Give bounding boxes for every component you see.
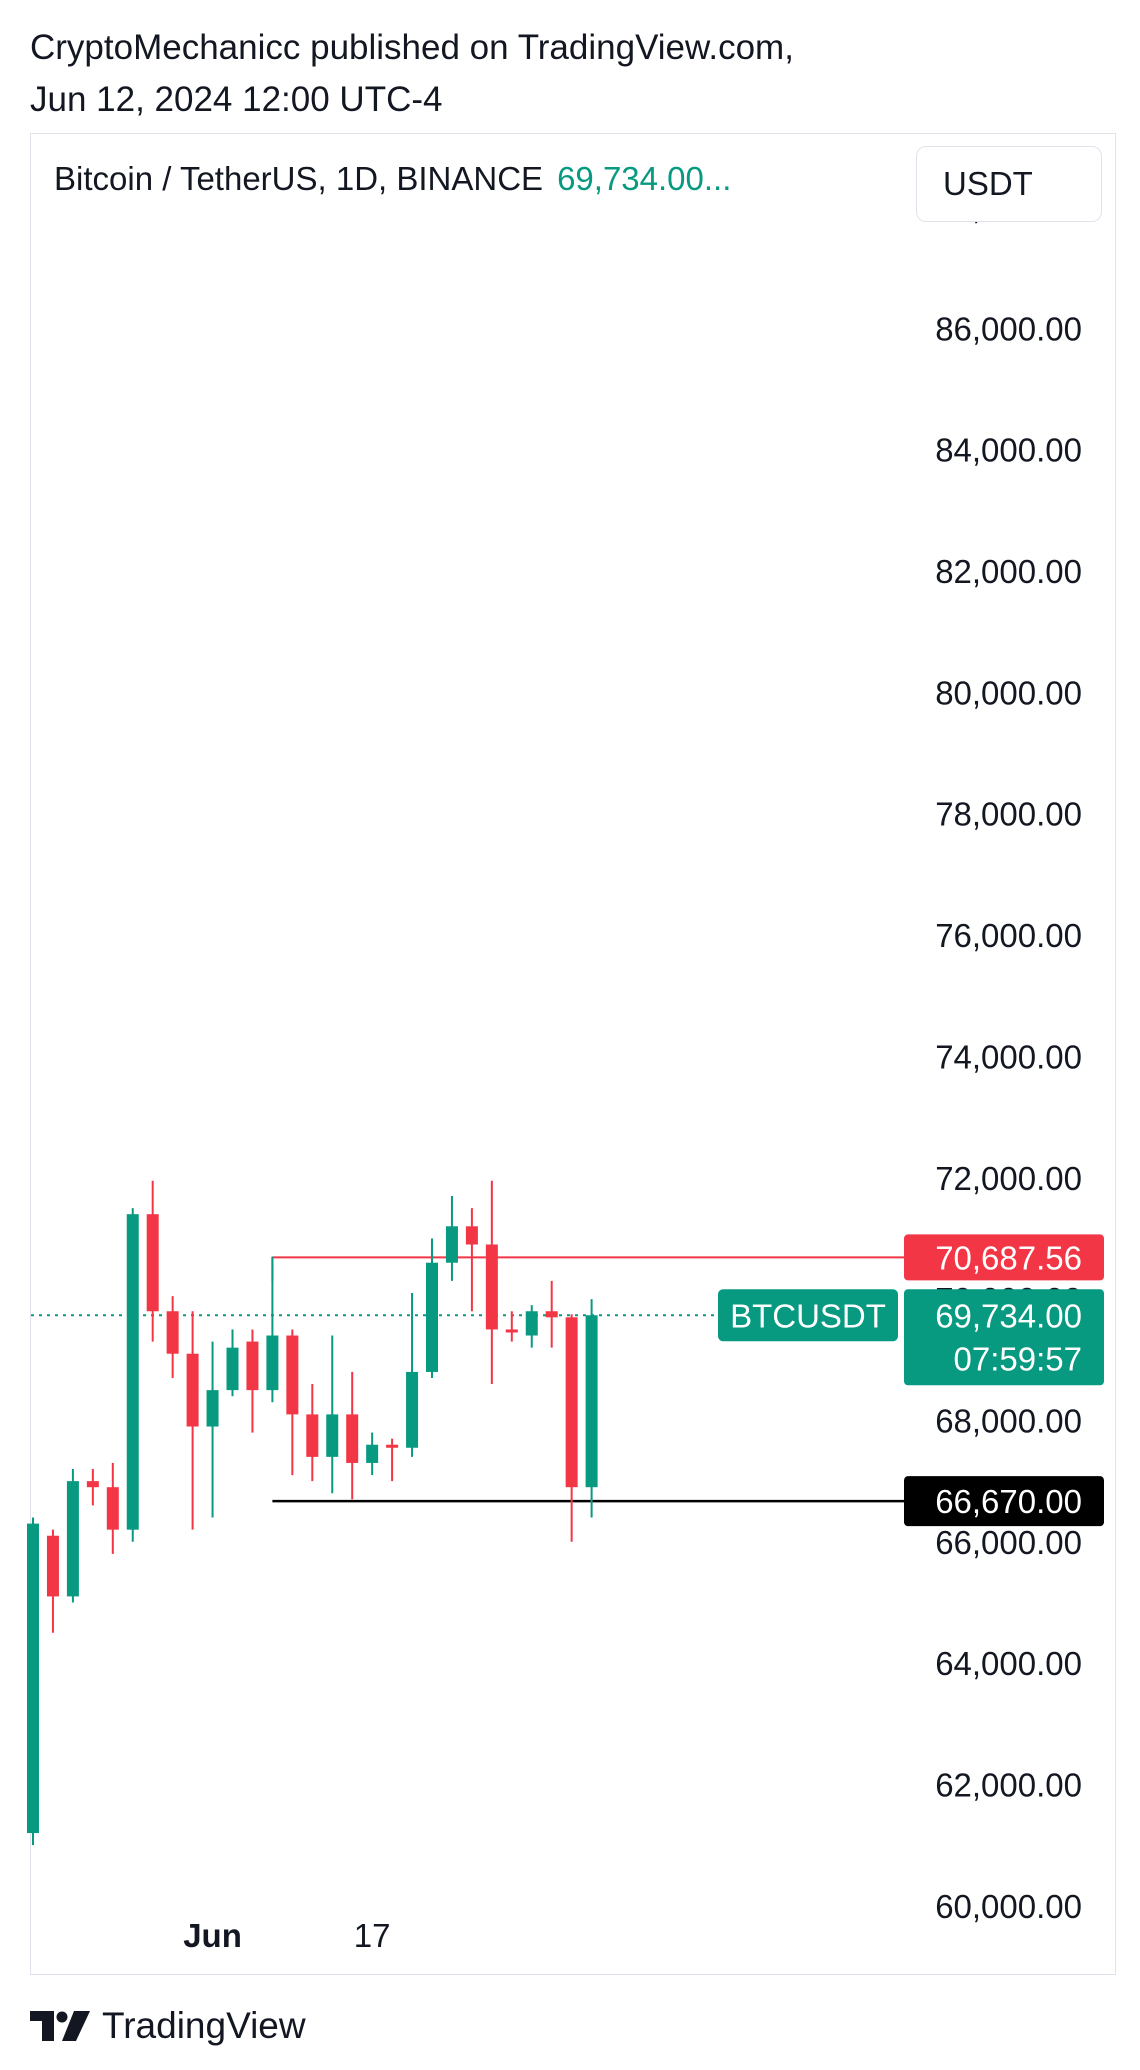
candlestick-chart[interactable]: 60,000.00 62,000.00 64,000.00 66,000.00 68,0… (0, 0, 1140, 2000)
publisher-info: CryptoMechanicc published on TradingView… (30, 22, 794, 126)
candle-body (426, 1262, 438, 1372)
y-tick-label: 84,000.00 (935, 432, 1082, 469)
candle-body (46, 1535, 59, 1597)
candle-body (485, 1244, 498, 1330)
candle-body (346, 1414, 359, 1463)
candle-body (565, 1317, 578, 1488)
publisher-line: CryptoMechanicc published on TradingView… (30, 28, 794, 67)
candle-body (286, 1335, 299, 1415)
candle-body (406, 1371, 419, 1448)
y-tick-label: 66,000.00 (935, 1524, 1082, 1561)
candle-body (326, 1414, 339, 1457)
candle-body (266, 1335, 279, 1391)
symbol-name: Bitcoin / TetherUS, 1D, BINANCE (54, 160, 544, 197)
currency-button[interactable]: USDT (916, 146, 1102, 222)
candle-body (226, 1347, 239, 1391)
y-tick-label: 82,000.00 (935, 553, 1082, 590)
y-tick-label: 60,000.00 (935, 1888, 1082, 1925)
y-tick-label: 80,000.00 (935, 674, 1082, 711)
y-tick-label: 68,000.00 (935, 1402, 1082, 1439)
candle-body (366, 1444, 379, 1463)
y-tick-label: 86,000.00 (935, 310, 1082, 347)
tradingview-brand[interactable]: TradingView (30, 2005, 306, 2047)
candle-body (465, 1226, 478, 1245)
y-tick-label: 74,000.00 (935, 1038, 1082, 1075)
candle-body (545, 1311, 558, 1318)
candle-body (66, 1481, 79, 1597)
y-tick-label: 72,000.00 (935, 1160, 1082, 1197)
y-tick-label: 78,000.00 (935, 796, 1082, 833)
candle-body (106, 1487, 119, 1530)
resistance-price-tag (904, 1234, 1104, 1281)
symbol-tag (718, 1289, 898, 1342)
brand-name: TradingView (102, 2005, 306, 2046)
candle-body (585, 1315, 598, 1488)
candle-body (206, 1390, 219, 1427)
candle-body (306, 1414, 319, 1457)
symbol-title: Bitcoin / TetherUS, 1D, BINANCE 69,734.00… (54, 160, 731, 198)
resistance-price-label: 70,687.56 (935, 1239, 1082, 1276)
bar-countdown-label: 07:59:57 (954, 1340, 1082, 1377)
support-price-tag (904, 1476, 1104, 1527)
candle-body (386, 1444, 399, 1448)
publish-date: Jun 12, 2024 12:00 UTC-4 (30, 80, 443, 119)
y-tick-label: 64,000.00 (935, 1645, 1082, 1682)
candle-body (126, 1214, 139, 1530)
candle-body (445, 1226, 458, 1263)
candle-body (505, 1329, 518, 1333)
support-price-label: 66,670.00 (935, 1483, 1082, 1520)
candle-body (166, 1311, 179, 1354)
symbol-tag-label: BTCUSDT (730, 1297, 886, 1334)
tradingview-logo-icon (30, 2011, 90, 2041)
last-price-label: 69,734.00 (935, 1297, 1082, 1334)
candle-body (186, 1353, 199, 1427)
y-tick-label: 76,000.00 (935, 917, 1082, 954)
candle-body (27, 1523, 39, 1834)
candle-body (246, 1341, 259, 1391)
candle-body (146, 1214, 159, 1312)
title-price: 69,734.00... (557, 160, 732, 197)
y-tick-label: 62,000.00 (935, 1766, 1082, 1803)
candle-body (525, 1311, 538, 1336)
x-tick-label: Jun (183, 1917, 242, 1954)
candle-body (86, 1481, 99, 1488)
last-price-tag (904, 1289, 1104, 1386)
x-tick-label: 17 (354, 1917, 391, 1954)
chart-frame (30, 133, 1116, 1975)
